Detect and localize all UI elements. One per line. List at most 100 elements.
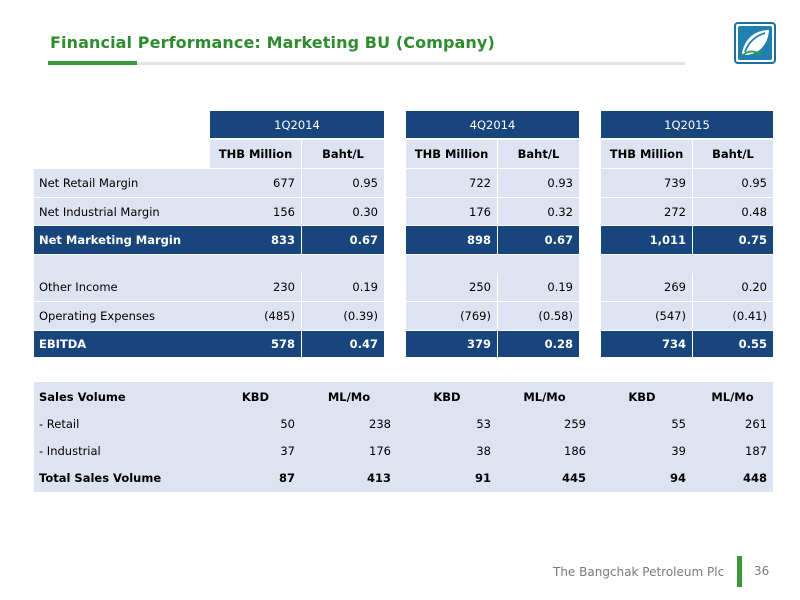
slide-title: Financial Performance: Marketing BU (Com… [50,33,495,52]
unit-header: Baht/L [302,140,384,168]
cell-value: 0.93 [498,169,579,197]
cell-value: 0.20 [693,273,773,301]
cell-value: (547) [601,302,692,330]
cell-value: 259 [497,411,592,437]
unit-header: KBD [592,382,692,411]
footer-accent-bar [737,556,742,587]
cell-value: (0.39) [302,302,384,330]
table-row-highlight: EBITDA 578 0.47 379 0.28 734 0.55 [0,331,800,357]
cell-value: 0.32 [498,198,579,225]
table-row: - Retail 50 238 53 259 55 261 [0,411,800,437]
cell-value: (769) [406,302,497,330]
cell-value: (0.58) [498,302,579,330]
sales-header-label: Sales Volume [34,382,210,411]
cell-value: 238 [301,411,397,437]
period-header-4q2014: 4Q2014 [406,111,579,138]
unit-header: THB Million [210,140,301,168]
row-label: Net Industrial Margin [34,198,210,225]
spacer-cell [34,255,210,273]
cell-value: 187 [692,437,773,464]
cell-value: 578 [210,331,301,357]
cell-value: 55 [592,411,692,437]
unit-header: KBD [397,382,497,411]
cell-value: 1,011 [601,226,692,254]
cell-value: 0.75 [693,226,773,254]
cell-value: 0.67 [302,226,384,254]
period-header-row: 1Q2014 4Q2014 1Q2015 [0,111,800,138]
spacer-row [0,255,800,273]
cell-value: 413 [301,464,397,492]
unit-header: THB Million [406,140,497,168]
cell-value: 261 [692,411,773,437]
cell-value: 176 [301,437,397,464]
title-underline-accent [48,61,137,65]
spacer-cell [210,255,384,273]
row-label: Total Sales Volume [34,464,210,492]
table-row-total: Total Sales Volume 87 413 91 445 94 448 [0,464,800,492]
unit-header: ML/Mo [497,382,592,411]
cell-value: 448 [692,464,773,492]
cell-value: 0.19 [302,273,384,301]
cell-value: 176 [406,198,497,225]
cell-value: 230 [210,273,301,301]
table-row-highlight: Net Marketing Margin 833 0.67 898 0.67 1… [0,226,800,254]
row-label: EBITDA [34,331,210,357]
table-row: Other Income 230 0.19 250 0.19 269 0.20 [0,273,800,301]
table-row: - Industrial 37 176 38 186 39 187 [0,437,800,464]
cell-value: 39 [592,437,692,464]
cell-value: 0.67 [498,226,579,254]
cell-value: 722 [406,169,497,197]
unit-header: Baht/L [693,140,773,168]
bangchak-logo-icon [734,22,776,64]
unit-header: ML/Mo [692,382,773,411]
cell-value: 677 [210,169,301,197]
cell-value: 0.19 [498,273,579,301]
spacer-cell [406,255,579,273]
sales-header-row: Sales Volume KBD ML/Mo KBD ML/Mo KBD ML/… [0,382,800,411]
cell-value: (0.41) [693,302,773,330]
cell-value: 186 [497,437,592,464]
page-number: 36 [754,564,770,578]
cell-value: 0.48 [693,198,773,225]
spacer-cell [601,255,773,273]
cell-value: 0.95 [302,169,384,197]
table-row: Operating Expenses (485) (0.39) (769) (0… [0,302,800,330]
cell-value: 53 [397,411,497,437]
cell-value: 50 [210,411,301,437]
cell-value: 272 [601,198,692,225]
cell-value: (485) [210,302,301,330]
cell-value: 445 [497,464,592,492]
row-label: Net Retail Margin [34,169,210,197]
table-row: Net Industrial Margin 156 0.30 176 0.32 … [0,198,800,225]
unit-header: THB Million [601,140,692,168]
unit-header: ML/Mo [301,382,397,411]
cell-value: 0.95 [693,169,773,197]
cell-value: 734 [601,331,692,357]
cell-value: 0.30 [302,198,384,225]
cell-value: 94 [592,464,692,492]
unit-header: Baht/L [498,140,579,168]
cell-value: 250 [406,273,497,301]
row-label: - Industrial [34,437,210,464]
period-header-1q2014: 1Q2014 [210,111,384,138]
title-underline [137,62,685,65]
cell-value: 38 [397,437,497,464]
row-label: Net Marketing Margin [34,226,210,254]
row-label: - Retail [34,411,210,437]
unit-header-row: THB Million Baht/L THB Million Baht/L TH… [0,140,800,168]
row-label: Other Income [34,273,210,301]
period-header-1q2015: 1Q2015 [601,111,773,138]
unit-header: KBD [210,382,301,411]
cell-value: 898 [406,226,497,254]
table-row: Net Retail Margin 677 0.95 722 0.93 739 … [0,169,800,197]
cell-value: 156 [210,198,301,225]
cell-value: 0.28 [498,331,579,357]
cell-value: 91 [397,464,497,492]
cell-value: 87 [210,464,301,492]
cell-value: 269 [601,273,692,301]
row-label: Operating Expenses [34,302,210,330]
cell-value: 739 [601,169,692,197]
cell-value: 0.47 [302,331,384,357]
cell-value: 37 [210,437,301,464]
cell-value: 379 [406,331,497,357]
